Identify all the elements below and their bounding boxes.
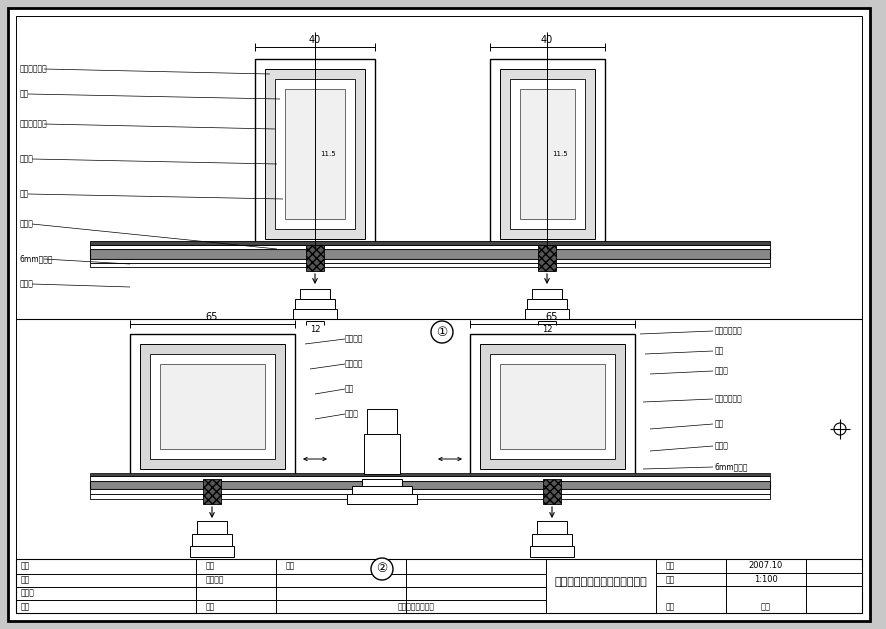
Text: 设计: 设计 xyxy=(21,562,30,571)
Text: 专业负责: 专业负责 xyxy=(206,576,224,584)
Text: 城镇规划勘察中心: 城镇规划勘察中心 xyxy=(398,603,434,611)
Bar xyxy=(265,69,365,239)
Bar xyxy=(90,263,770,267)
Bar xyxy=(537,521,567,534)
Bar xyxy=(150,354,275,459)
Bar xyxy=(90,476,770,481)
Text: 6mm钢化玻: 6mm钢化玻 xyxy=(715,462,749,472)
Circle shape xyxy=(371,558,393,580)
Text: 2007.10: 2007.10 xyxy=(749,562,783,571)
Bar xyxy=(543,479,561,504)
Text: 专业: 专业 xyxy=(206,562,215,571)
Bar xyxy=(192,534,232,546)
Text: 开窗内框: 开窗内框 xyxy=(345,360,363,369)
Text: 1:100: 1:100 xyxy=(754,576,778,584)
Bar xyxy=(295,299,335,309)
Text: 基础墙内龙骨: 基础墙内龙骨 xyxy=(20,120,48,128)
Text: 65: 65 xyxy=(546,312,558,322)
Bar xyxy=(293,309,337,319)
Bar xyxy=(90,259,770,263)
Bar xyxy=(500,69,595,239)
Text: 开窗外框: 开窗外框 xyxy=(345,335,363,343)
Text: 自攻钉: 自攻钉 xyxy=(715,367,729,376)
Bar xyxy=(90,249,770,259)
Bar xyxy=(90,489,770,494)
Text: 比例: 比例 xyxy=(666,576,675,584)
Bar xyxy=(525,309,569,319)
Bar xyxy=(490,59,605,249)
Bar xyxy=(203,479,221,504)
Text: 内框: 内框 xyxy=(20,189,29,199)
Bar xyxy=(527,299,567,309)
Bar xyxy=(90,245,770,249)
Bar xyxy=(306,245,324,271)
Text: 内框: 内框 xyxy=(715,420,724,428)
Bar xyxy=(285,89,345,219)
Bar xyxy=(90,481,770,489)
Bar xyxy=(470,334,635,479)
Text: 备注: 备注 xyxy=(666,603,675,611)
Text: 龙骨: 龙骨 xyxy=(715,347,724,355)
Bar xyxy=(197,521,227,534)
Circle shape xyxy=(431,321,453,343)
Text: 基础墙内龙骨: 基础墙内龙骨 xyxy=(715,326,742,335)
Text: ②: ② xyxy=(377,562,387,576)
Text: ①: ① xyxy=(437,325,447,338)
Text: 11.5: 11.5 xyxy=(320,151,336,157)
Bar xyxy=(140,344,285,469)
Text: 40: 40 xyxy=(540,35,553,45)
Bar xyxy=(90,241,770,245)
Text: 批准: 批准 xyxy=(21,603,30,611)
Bar xyxy=(500,364,605,449)
Text: 校对: 校对 xyxy=(21,576,30,584)
Bar xyxy=(190,546,234,557)
Bar xyxy=(275,79,355,229)
Bar xyxy=(255,59,375,249)
Bar xyxy=(16,559,862,613)
Bar xyxy=(538,245,556,271)
Text: 6mm钢化玻: 6mm钢化玻 xyxy=(20,255,53,264)
Bar xyxy=(510,79,585,229)
Text: 图号: 图号 xyxy=(666,562,675,571)
Bar xyxy=(364,434,400,474)
Text: 结构: 结构 xyxy=(761,603,771,611)
Bar xyxy=(347,494,417,504)
Bar xyxy=(362,479,402,494)
Bar xyxy=(90,473,770,476)
Bar xyxy=(300,289,330,299)
Bar xyxy=(160,364,265,449)
Text: 基础墙内龙骨: 基础墙内龙骨 xyxy=(20,65,48,74)
Text: 双组分: 双组分 xyxy=(345,409,359,418)
Bar xyxy=(130,334,295,479)
Bar xyxy=(367,409,397,434)
Text: 12: 12 xyxy=(541,325,552,333)
Bar xyxy=(352,486,412,494)
Bar xyxy=(532,534,572,546)
Text: 65: 65 xyxy=(206,312,218,322)
Text: 基础墙内龙骨: 基础墙内龙骨 xyxy=(715,394,742,403)
Text: 项目: 项目 xyxy=(286,562,295,571)
Text: 内框: 内框 xyxy=(345,384,354,394)
Text: 双组分: 双组分 xyxy=(20,220,34,228)
Bar xyxy=(530,546,574,557)
Bar xyxy=(480,344,625,469)
Bar xyxy=(90,494,770,499)
Text: 11.5: 11.5 xyxy=(552,151,568,157)
Text: 监督: 监督 xyxy=(206,603,215,611)
Bar xyxy=(532,289,562,299)
Bar xyxy=(490,354,615,459)
Text: 12: 12 xyxy=(310,325,320,333)
Text: 龙骨: 龙骨 xyxy=(20,89,29,99)
Text: 双组分: 双组分 xyxy=(715,442,729,450)
Text: 自攻钉: 自攻钉 xyxy=(20,155,34,164)
Text: 明框玻璃幕墙节点大样图（一）: 明框玻璃幕墙节点大样图（一） xyxy=(555,577,648,587)
Text: 40: 40 xyxy=(309,35,321,45)
Text: 钢压条: 钢压条 xyxy=(20,279,34,289)
Bar xyxy=(520,89,575,219)
Text: 审核人: 审核人 xyxy=(21,589,35,598)
